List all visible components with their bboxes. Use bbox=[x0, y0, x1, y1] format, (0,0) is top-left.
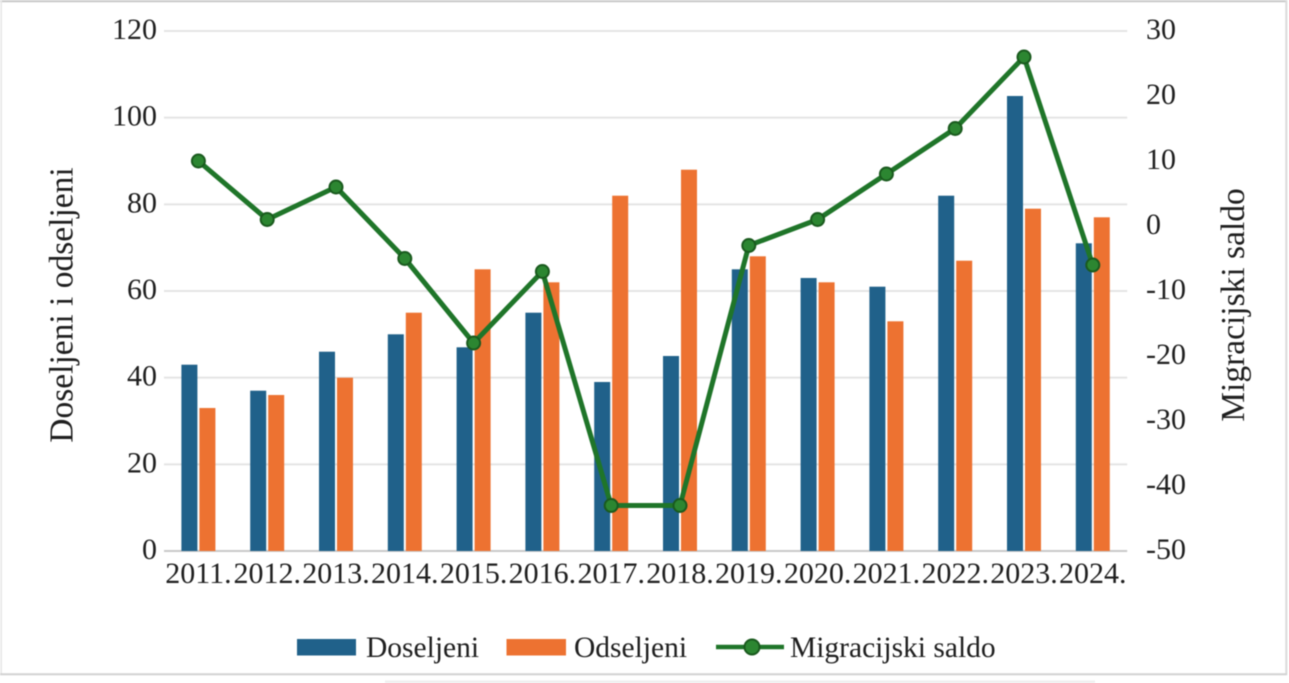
svg-text:-30: -30 bbox=[1146, 403, 1186, 436]
svg-text:120: 120 bbox=[112, 13, 157, 46]
svg-text:2018.: 2018. bbox=[646, 557, 714, 590]
svg-text:2022.: 2022. bbox=[921, 557, 989, 590]
svg-text:0: 0 bbox=[1146, 208, 1161, 241]
svg-text:20: 20 bbox=[1146, 78, 1176, 111]
svg-text:2024.: 2024. bbox=[1059, 557, 1127, 590]
svg-text:2016.: 2016. bbox=[509, 557, 577, 590]
svg-text:2019.: 2019. bbox=[715, 557, 783, 590]
svg-text:Migracijski saldo: Migracijski saldo bbox=[790, 632, 996, 664]
svg-text:2012.: 2012. bbox=[233, 557, 301, 590]
svg-text:20: 20 bbox=[127, 446, 157, 479]
svg-text:2015.: 2015. bbox=[440, 557, 508, 590]
svg-text:60: 60 bbox=[127, 273, 157, 306]
svg-text:40: 40 bbox=[127, 360, 157, 393]
svg-text:2023.: 2023. bbox=[990, 557, 1058, 590]
svg-text:2020.: 2020. bbox=[784, 557, 852, 590]
svg-text:Odseljeni: Odseljeni bbox=[574, 632, 687, 664]
svg-text:-40: -40 bbox=[1146, 468, 1186, 501]
svg-text:80: 80 bbox=[127, 186, 157, 219]
svg-text:2013.: 2013. bbox=[302, 557, 370, 590]
svg-text:-20: -20 bbox=[1146, 338, 1186, 371]
svg-text:10: 10 bbox=[1146, 143, 1176, 176]
svg-text:0: 0 bbox=[142, 533, 157, 566]
svg-text:-50: -50 bbox=[1146, 533, 1186, 566]
svg-text:Doseljeni: Doseljeni bbox=[366, 632, 479, 664]
svg-text:2011.: 2011. bbox=[165, 557, 231, 590]
svg-text:2017.: 2017. bbox=[577, 557, 645, 590]
svg-text:30: 30 bbox=[1146, 13, 1176, 46]
svg-text:2014.: 2014. bbox=[371, 557, 439, 590]
svg-text:100: 100 bbox=[112, 100, 157, 133]
svg-text:-10: -10 bbox=[1146, 273, 1186, 306]
svg-text:2021.: 2021. bbox=[853, 557, 921, 590]
svg-text:Migracijski saldo: Migracijski saldo bbox=[1215, 188, 1252, 422]
svg-text:Doseljeni i odseljeni: Doseljeni i odseljeni bbox=[44, 167, 81, 442]
